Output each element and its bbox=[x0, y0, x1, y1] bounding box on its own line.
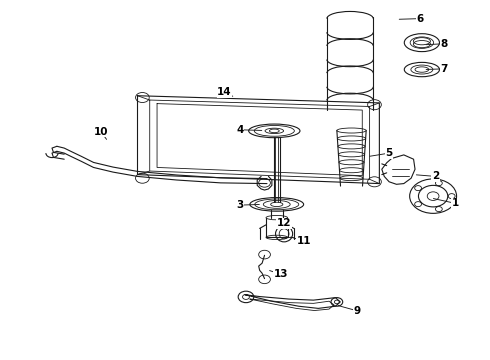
Text: 3: 3 bbox=[237, 200, 244, 210]
Text: 7: 7 bbox=[441, 64, 448, 74]
Text: 5: 5 bbox=[386, 148, 393, 158]
Text: 6: 6 bbox=[416, 14, 423, 24]
Text: 12: 12 bbox=[277, 218, 292, 228]
Text: 14: 14 bbox=[217, 87, 232, 97]
Text: 2: 2 bbox=[432, 171, 439, 181]
Text: 8: 8 bbox=[441, 39, 448, 49]
Text: 10: 10 bbox=[94, 127, 108, 136]
Text: 9: 9 bbox=[354, 306, 361, 316]
Text: 4: 4 bbox=[237, 125, 244, 135]
Text: 11: 11 bbox=[296, 236, 311, 246]
Text: 1: 1 bbox=[451, 198, 459, 208]
Text: 13: 13 bbox=[273, 269, 288, 279]
